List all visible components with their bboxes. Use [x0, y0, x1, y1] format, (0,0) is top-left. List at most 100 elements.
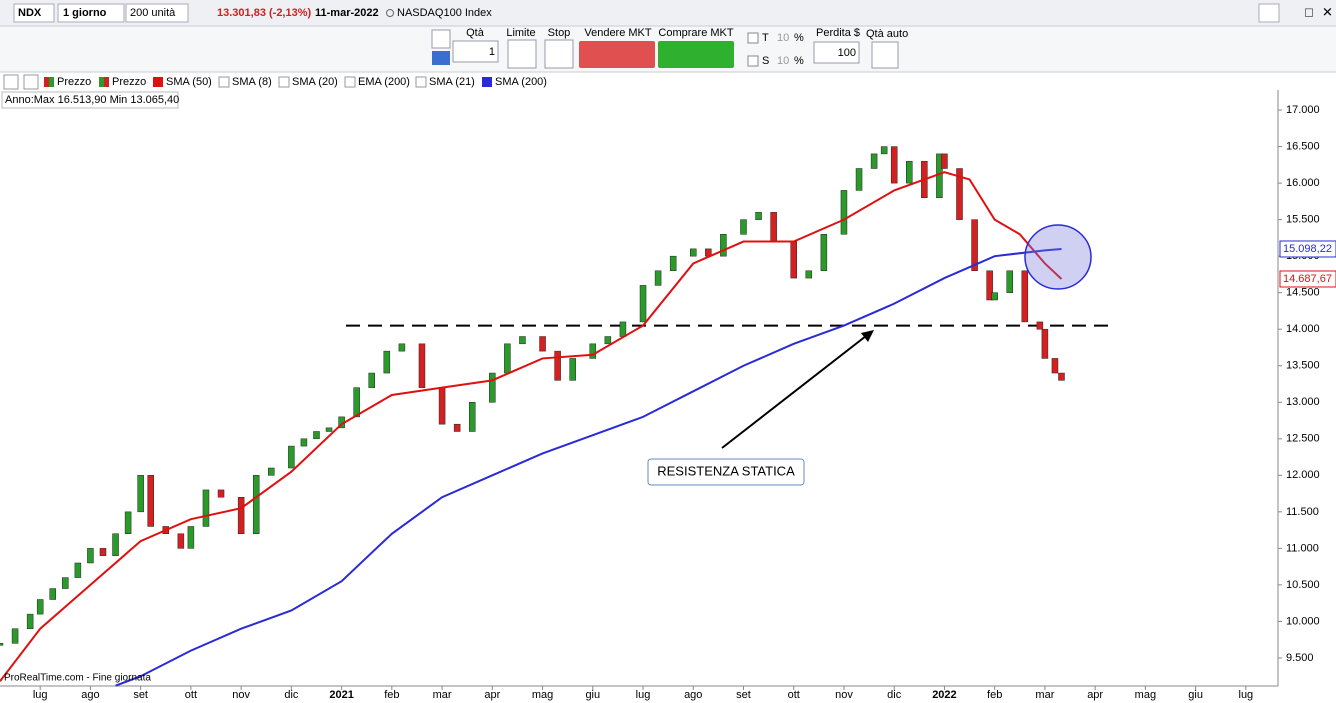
s-value: 10 — [777, 55, 789, 67]
plot: 9.500 10.000 10.500 11.000 11.500 12.000 12.50… — [0, 104, 1336, 701]
y-tick-label: 13.500 — [1286, 360, 1320, 372]
y-tick-label: 12.000 — [1286, 469, 1320, 481]
legend-icon[interactable] — [23, 74, 39, 90]
limit-button[interactable] — [507, 39, 537, 69]
candle — [325, 427, 333, 432]
candle — [639, 285, 647, 323]
legend-label[interactable]: SMA (21) — [429, 76, 475, 88]
legend-label[interactable]: Prezzo — [112, 76, 146, 88]
candle — [137, 475, 144, 513]
candle — [26, 613, 34, 629]
candle — [720, 233, 727, 257]
candle — [177, 533, 185, 549]
legend-label[interactable]: SMA (200) — [495, 76, 547, 88]
x-tick-label: dic — [887, 689, 902, 701]
candle — [654, 270, 662, 286]
candle — [870, 153, 878, 169]
legend-label[interactable]: SMA (8) — [232, 76, 272, 88]
candle — [956, 168, 963, 220]
window-close[interactable]: ✕ — [1322, 4, 1333, 19]
keyboard-icon[interactable] — [432, 51, 450, 65]
candle — [99, 548, 107, 556]
sma-line — [115, 247, 1062, 687]
range-info: Anno:Max 16.513,90 Min 13.065,40 — [5, 94, 179, 106]
footer: ProRealTime.com - Fine giornata — [4, 673, 151, 684]
x-tick-label: lug — [636, 689, 651, 701]
app-icon[interactable] — [1258, 3, 1280, 23]
x-tick-label: feb — [987, 689, 1002, 701]
s-checkbox[interactable] — [747, 55, 759, 67]
x-tick-label: nov — [232, 689, 250, 701]
candle — [112, 533, 119, 556]
candle — [217, 489, 225, 498]
sell-button[interactable] — [579, 41, 655, 68]
y-tick-label: 15.500 — [1286, 214, 1320, 226]
buy-label: Comprare MKT — [658, 27, 733, 39]
symbol-select[interactable] — [13, 3, 55, 23]
candle — [383, 350, 391, 374]
candle — [604, 336, 612, 345]
legend: Prezzo Prezzo SMA (50) SMA (8) SMA (20) … — [3, 74, 547, 90]
loss-input[interactable] — [813, 41, 860, 64]
legend-icon[interactable] — [3, 74, 19, 90]
t-unit: % — [794, 32, 804, 44]
instrument: NASDAQ100 Index — [397, 7, 492, 19]
candle — [820, 233, 828, 272]
candle — [187, 526, 195, 549]
candle — [237, 496, 245, 535]
x-tick-label: apr — [1087, 689, 1103, 701]
candle — [268, 467, 275, 476]
candle — [539, 336, 546, 352]
legend-label[interactable]: SMA (20) — [292, 76, 338, 88]
s-unit: % — [794, 55, 804, 67]
period-select[interactable] — [57, 3, 125, 23]
units-select[interactable] — [125, 3, 189, 23]
candle — [368, 372, 375, 388]
candle — [1041, 328, 1049, 359]
x-tick-label: apr — [484, 689, 500, 701]
x-tick-label: nov — [835, 689, 853, 701]
x-tick-label: dic — [284, 689, 299, 701]
candle — [49, 588, 56, 600]
legend-label[interactable]: SMA (50) — [166, 76, 212, 88]
t-checkbox[interactable] — [747, 32, 759, 44]
candle — [252, 475, 260, 535]
x-tick-label: ott — [788, 689, 800, 701]
candle — [519, 336, 526, 345]
x-tick-label: mar — [1035, 689, 1054, 701]
candle — [790, 241, 797, 279]
legend-label[interactable]: Prezzo — [57, 76, 91, 88]
buy-button[interactable] — [658, 41, 734, 68]
x-tick-label: 2022 — [932, 689, 956, 701]
candle — [313, 431, 320, 440]
auto-qty-button[interactable] — [871, 41, 899, 69]
qty-value: 1 — [489, 46, 495, 58]
arrow-head — [861, 330, 874, 342]
y-tick-label: 14.500 — [1286, 287, 1320, 299]
auto-qty-label: Qtà auto — [866, 28, 908, 40]
candle — [74, 562, 82, 578]
tool-icon[interactable] — [431, 29, 451, 49]
candle — [124, 511, 132, 535]
candle — [740, 219, 747, 235]
candle — [589, 343, 597, 359]
highlight-ellipse — [1024, 224, 1092, 290]
stop-label: Stop — [548, 27, 571, 39]
loss-value: 100 — [838, 47, 856, 59]
x-tick-label: giu — [1188, 689, 1203, 701]
candle — [619, 321, 627, 337]
last-value-label: 14.687,67 — [1283, 273, 1332, 285]
stop-button[interactable] — [544, 39, 574, 69]
candle — [11, 628, 19, 644]
window-minimize[interactable]: □ — [1305, 4, 1313, 19]
legend-label[interactable]: EMA (200) — [358, 76, 410, 88]
candle — [855, 168, 863, 191]
candle — [202, 489, 210, 527]
candle — [453, 423, 461, 432]
candle — [755, 212, 762, 220]
qty-input[interactable] — [452, 40, 499, 63]
candle — [840, 190, 848, 235]
candle — [288, 445, 295, 469]
